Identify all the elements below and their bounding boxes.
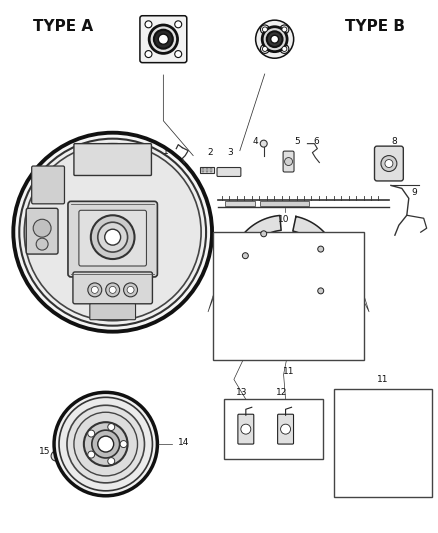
Circle shape [256,20,293,58]
FancyBboxPatch shape [140,16,187,63]
Circle shape [91,215,134,259]
Circle shape [92,430,120,458]
Circle shape [242,253,248,259]
Bar [334,389,431,497]
FancyBboxPatch shape [217,167,241,176]
Circle shape [88,451,95,458]
FancyBboxPatch shape [374,146,403,181]
FancyBboxPatch shape [238,414,254,444]
Bar [210,167,212,173]
Text: TYPE A: TYPE A [33,19,93,34]
Circle shape [108,458,115,465]
Circle shape [145,21,152,28]
Text: 14: 14 [178,438,190,447]
Polygon shape [291,216,339,324]
Circle shape [91,286,98,293]
Circle shape [261,44,269,53]
Circle shape [88,283,102,297]
Circle shape [154,30,173,49]
Bar [206,167,208,173]
Circle shape [120,441,127,448]
Circle shape [262,27,267,32]
Circle shape [54,392,157,496]
Bar [200,166,214,173]
Circle shape [84,422,127,466]
Text: 12: 12 [276,389,287,397]
Bar [260,201,309,206]
Circle shape [105,229,120,245]
Circle shape [149,25,177,53]
Circle shape [98,436,114,452]
Text: 3: 3 [227,148,233,157]
Text: 15: 15 [39,447,51,456]
Circle shape [261,25,269,34]
Text: 2: 2 [207,148,213,157]
Text: 10: 10 [278,215,290,224]
Circle shape [106,283,120,297]
Circle shape [13,133,212,332]
Circle shape [261,231,267,237]
Circle shape [124,283,138,297]
Circle shape [175,51,182,58]
Bar [225,201,255,206]
FancyBboxPatch shape [74,144,152,175]
Circle shape [108,424,115,431]
Circle shape [318,246,324,252]
FancyBboxPatch shape [283,151,294,172]
Circle shape [24,144,201,321]
Bar [224,399,323,459]
Text: 11: 11 [283,367,294,376]
Circle shape [262,27,287,52]
Circle shape [285,158,293,166]
FancyBboxPatch shape [26,208,58,254]
Circle shape [175,21,182,28]
Circle shape [280,44,289,53]
Circle shape [67,405,145,483]
Text: 9: 9 [411,188,417,197]
FancyBboxPatch shape [32,166,64,204]
Circle shape [282,46,287,51]
Circle shape [158,34,169,44]
Circle shape [267,31,283,47]
Circle shape [145,51,152,58]
Text: 13: 13 [236,389,247,397]
Circle shape [241,424,251,434]
Text: 6: 6 [314,136,319,146]
FancyBboxPatch shape [90,304,135,320]
Circle shape [109,286,116,293]
Circle shape [318,288,324,294]
Bar [202,167,204,173]
Polygon shape [230,215,281,324]
FancyBboxPatch shape [73,272,152,304]
Circle shape [98,222,127,252]
Circle shape [381,156,397,172]
Circle shape [385,159,393,167]
Circle shape [51,451,61,461]
Circle shape [280,25,289,34]
Circle shape [88,430,95,437]
Circle shape [74,412,138,476]
Circle shape [260,140,267,147]
FancyBboxPatch shape [68,201,157,277]
Circle shape [33,219,51,237]
Circle shape [59,397,152,491]
Circle shape [19,139,206,326]
Text: 11: 11 [377,375,389,384]
Circle shape [262,46,267,51]
Circle shape [271,35,279,43]
Text: 8: 8 [391,136,397,146]
Text: 1: 1 [162,147,168,156]
Text: 4: 4 [253,136,258,146]
FancyBboxPatch shape [79,211,146,266]
FancyBboxPatch shape [278,414,293,444]
Circle shape [36,238,48,250]
Text: TYPE B: TYPE B [345,19,405,34]
Circle shape [282,27,287,32]
Circle shape [127,286,134,293]
Circle shape [281,424,290,434]
Text: 5: 5 [295,136,300,146]
Bar [213,232,364,360]
